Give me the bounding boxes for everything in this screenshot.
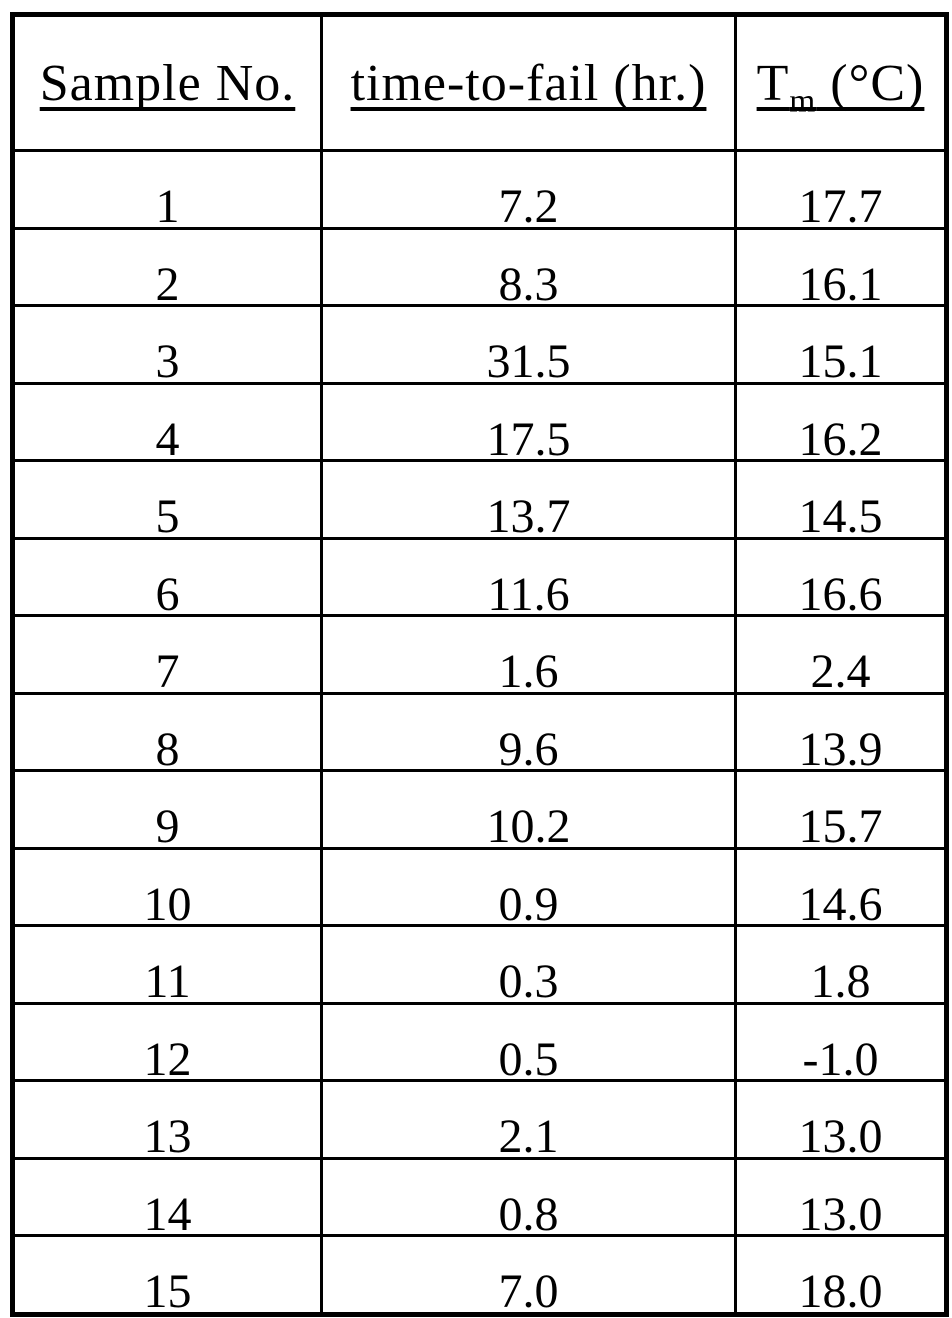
cell-time-to-fail: 11.6 xyxy=(320,536,737,618)
cell-time-to-fail: 2.1 xyxy=(320,1079,737,1160)
cell-time-to-fail: 7.2 xyxy=(320,149,737,230)
header-row: Sample No. time-to-fail (hr.) Tm (°C) xyxy=(11,13,948,152)
cell-sample-no: 10 xyxy=(11,846,323,928)
header-sample-no-label: Sample No. xyxy=(39,54,296,112)
table-row: 12 0.5 -1.0 xyxy=(11,1001,948,1083)
table-row: 5 13.7 14.5 xyxy=(11,459,948,540)
cell-tm: 15.7 xyxy=(734,769,948,850)
cell-sample-no: 13 xyxy=(11,1079,323,1160)
header-tm-subscript: m xyxy=(789,81,817,119)
table-header: Sample No. time-to-fail (hr.) Tm (°C) xyxy=(11,13,948,152)
cell-time-to-fail: 0.9 xyxy=(320,846,737,928)
cell-sample-no: 7 xyxy=(11,614,323,695)
table-row: 10 0.9 14.6 xyxy=(11,846,948,928)
cell-sample-no: 11 xyxy=(11,924,323,1005)
table-row: 14 0.8 13.0 xyxy=(11,1156,948,1238)
cell-tm: 18.0 xyxy=(734,1234,948,1316)
cell-tm: 13.9 xyxy=(734,691,948,773)
header-tm-unit: (°C) xyxy=(816,54,925,112)
cell-time-to-fail: 7.0 xyxy=(320,1234,737,1316)
cell-tm: 2.4 xyxy=(734,614,948,695)
cell-time-to-fail: 13.7 xyxy=(320,459,737,540)
table-row: 3 31.5 15.1 xyxy=(11,304,948,385)
cell-tm: 13.0 xyxy=(734,1156,948,1238)
cell-time-to-fail: 8.3 xyxy=(320,226,737,308)
cell-tm: 16.2 xyxy=(734,381,948,463)
header-time-to-fail-label: time-to-fail (hr.) xyxy=(350,54,707,112)
table-row: 9 10.2 15.7 xyxy=(11,769,948,850)
cell-tm: 15.1 xyxy=(734,304,948,385)
cell-time-to-fail: 17.5 xyxy=(320,381,737,463)
cell-tm: -1.0 xyxy=(734,1001,948,1083)
header-time-to-fail: time-to-fail (hr.) xyxy=(320,13,737,152)
table-row: 7 1.6 2.4 xyxy=(11,614,948,695)
cell-time-to-fail: 0.5 xyxy=(320,1001,737,1083)
table-row: 13 2.1 13.0 xyxy=(11,1079,948,1160)
cell-sample-no: 8 xyxy=(11,691,323,773)
cell-sample-no: 4 xyxy=(11,381,323,463)
cell-sample-no: 5 xyxy=(11,459,323,540)
cell-time-to-fail: 0.8 xyxy=(320,1156,737,1238)
cell-tm: 14.5 xyxy=(734,459,948,540)
cell-sample-no: 15 xyxy=(11,1234,323,1316)
cell-time-to-fail: 31.5 xyxy=(320,304,737,385)
cell-sample-no: 3 xyxy=(11,304,323,385)
table-row: 1 7.2 17.7 xyxy=(11,149,948,230)
table-row: 4 17.5 16.2 xyxy=(11,381,948,463)
cell-sample-no: 6 xyxy=(11,536,323,618)
header-sample-no: Sample No. xyxy=(11,13,323,152)
table-row: 2 8.3 16.1 xyxy=(11,226,948,308)
cell-sample-no: 12 xyxy=(11,1001,323,1083)
header-tm-label: Tm (°C) xyxy=(756,54,925,118)
header-tm: Tm (°C) xyxy=(734,13,948,152)
cell-sample-no: 1 xyxy=(11,149,323,230)
cell-time-to-fail: 10.2 xyxy=(320,769,737,850)
table-row: 11 0.3 1.8 xyxy=(11,924,948,1005)
cell-tm: 17.7 xyxy=(734,149,948,230)
table-body: 1 7.2 17.7 2 8.3 16.1 3 31.5 15.1 4 17.5 16.2 5 13.7 1… xyxy=(11,149,948,1316)
cell-tm: 1.8 xyxy=(734,924,948,1005)
cell-sample-no: 14 xyxy=(11,1156,323,1238)
cell-tm: 14.6 xyxy=(734,846,948,928)
cell-tm: 16.1 xyxy=(734,226,948,308)
table-row: 6 11.6 16.6 xyxy=(11,536,948,618)
cell-tm: 16.6 xyxy=(734,536,948,618)
table-row: 15 7.0 18.0 xyxy=(11,1234,948,1316)
cell-sample-no: 2 xyxy=(11,226,323,308)
cell-time-to-fail: 1.6 xyxy=(320,614,737,695)
cell-time-to-fail: 9.6 xyxy=(320,691,737,773)
cell-time-to-fail: 0.3 xyxy=(320,924,737,1005)
table-row: 8 9.6 13.9 xyxy=(11,691,948,773)
cell-sample-no: 9 xyxy=(11,769,323,850)
header-tm-base: T xyxy=(756,54,790,112)
cell-tm: 13.0 xyxy=(734,1079,948,1160)
